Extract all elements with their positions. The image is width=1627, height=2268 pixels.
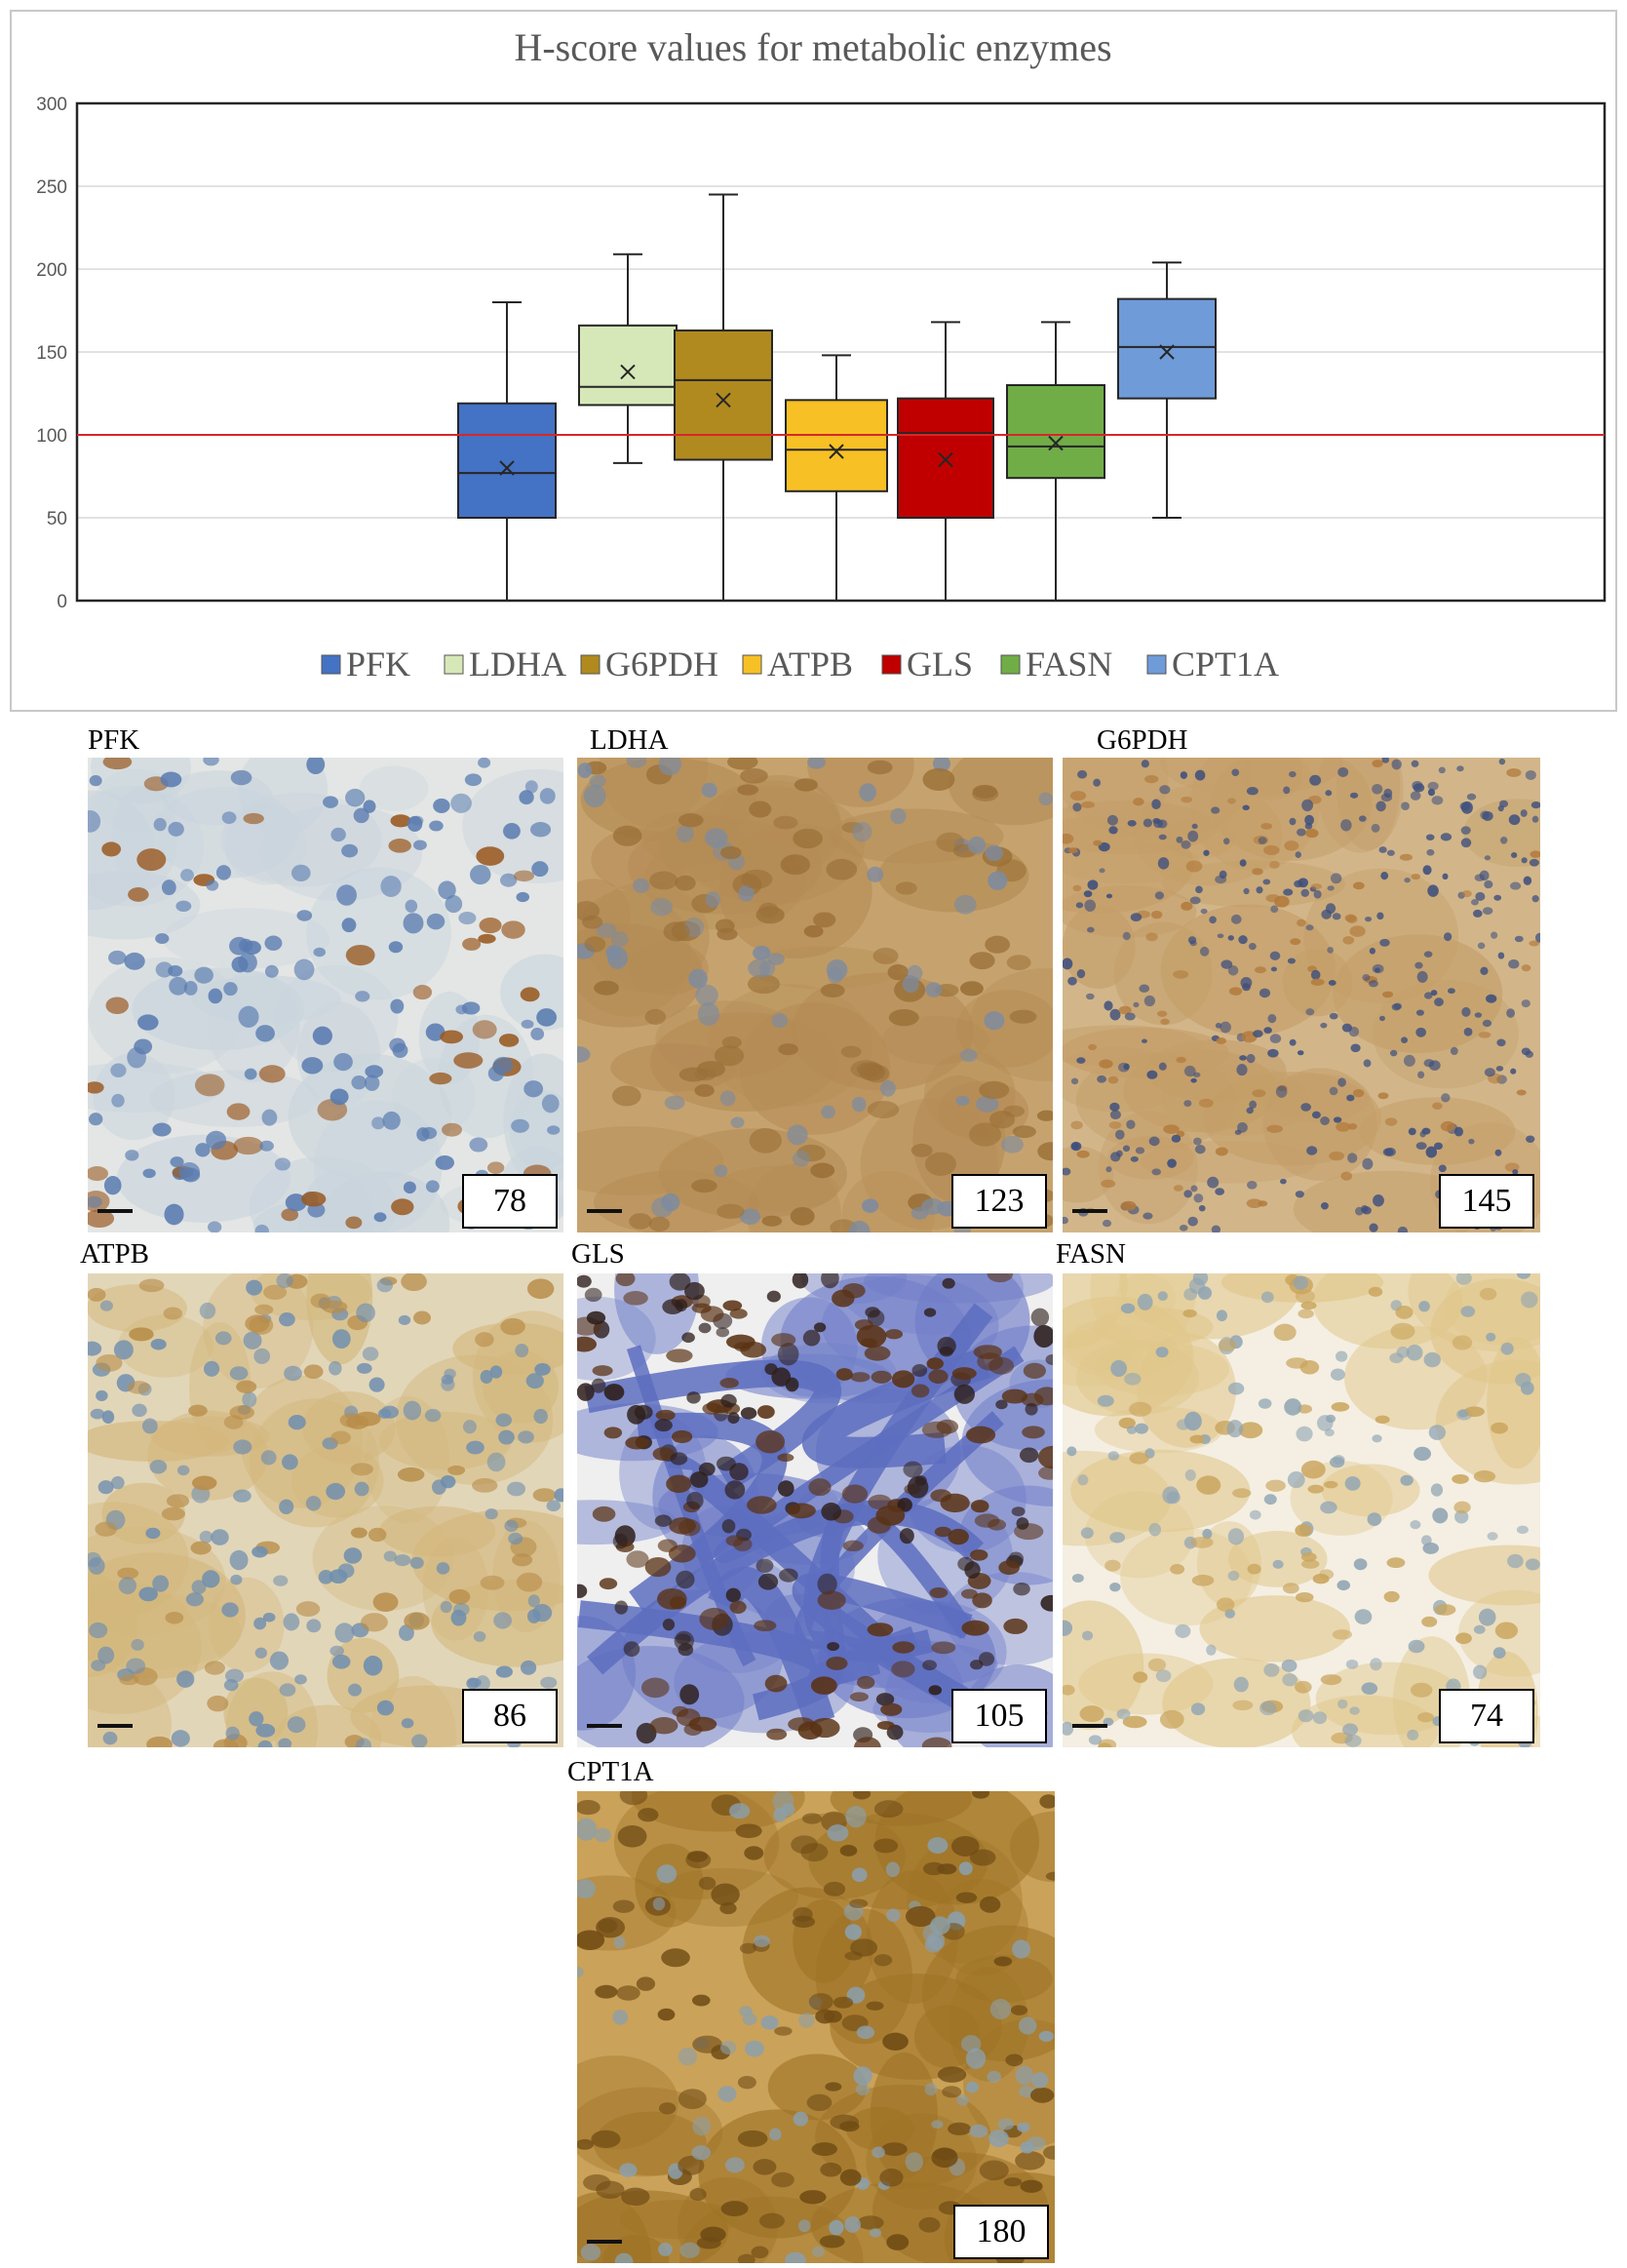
legend-item-g6pdh: G6PDH xyxy=(580,645,718,684)
legend-label: GLS xyxy=(907,645,973,684)
legend-item-ldha: LDHA xyxy=(444,645,566,684)
legend-swatch xyxy=(881,654,902,675)
micrograph-g6pdh: 145 xyxy=(1063,758,1540,1232)
box-cpt1a xyxy=(1117,261,1217,519)
legend-label: LDHA xyxy=(469,645,566,684)
box-body xyxy=(785,399,888,492)
legend-swatch xyxy=(742,654,762,675)
box-body xyxy=(578,324,678,407)
legend-label: CPT1A xyxy=(1172,645,1279,684)
y-tick-label: 50 xyxy=(47,509,67,529)
y-tick-label: 300 xyxy=(36,95,67,115)
scale-bar xyxy=(1072,1209,1107,1213)
legend-swatch xyxy=(1146,654,1167,675)
legend-item-cpt1a: CPT1A xyxy=(1146,645,1279,684)
panel-label-atpb: ATPB xyxy=(80,1238,149,1270)
mean-marker xyxy=(1159,344,1175,360)
h-score-box: 86 xyxy=(462,1689,558,1743)
legend-swatch xyxy=(444,654,464,675)
panel-label-gls: GLS xyxy=(571,1238,625,1270)
micrograph-texture xyxy=(88,758,563,1232)
mean-marker xyxy=(499,460,515,476)
micrograph-pfk: 78 xyxy=(88,758,563,1232)
mean-marker xyxy=(1048,435,1064,451)
y-tick-label: 250 xyxy=(36,177,67,198)
box-pfk xyxy=(457,301,557,602)
micrograph-texture xyxy=(577,1273,1053,1747)
y-tick-label: 0 xyxy=(57,592,67,612)
box-g6pdh xyxy=(674,193,773,602)
panel-label-fasn: FASN xyxy=(1056,1238,1126,1270)
micrograph-ldha: 123 xyxy=(577,758,1053,1232)
legend-item-gls: GLS xyxy=(881,645,973,684)
mean-marker xyxy=(716,392,731,409)
panel-label-pfk: PFK xyxy=(88,724,140,756)
h-score-box: 123 xyxy=(951,1174,1047,1229)
micrograph-gls: 105 xyxy=(577,1273,1053,1747)
box-ldha xyxy=(578,253,678,464)
box-body xyxy=(1006,384,1105,480)
box-body xyxy=(1117,297,1217,400)
scale-bar xyxy=(97,1209,133,1213)
micrograph-fasn: 74 xyxy=(1063,1273,1540,1747)
y-tick-label: 200 xyxy=(36,260,67,281)
box-body xyxy=(457,402,557,520)
legend-item-pfk: PFK xyxy=(321,645,410,684)
legend-swatch xyxy=(321,654,341,675)
legend-swatch xyxy=(580,654,600,675)
h-score-box: 78 xyxy=(462,1174,558,1229)
h-score-box: 105 xyxy=(951,1689,1047,1743)
micrograph-texture xyxy=(577,758,1053,1232)
h-score-box: 74 xyxy=(1439,1689,1534,1743)
panel-label-cpt1a: CPT1A xyxy=(567,1756,654,1787)
legend-item-fasn: FASN xyxy=(1000,645,1112,684)
scale-bar xyxy=(97,1724,133,1728)
mean-marker xyxy=(938,451,953,468)
box-atpb xyxy=(785,354,888,602)
box-body xyxy=(897,397,994,520)
legend-label: PFK xyxy=(346,645,410,684)
mean-marker xyxy=(620,364,636,380)
legend-label: ATPB xyxy=(767,645,853,684)
micrograph-texture xyxy=(1063,758,1540,1232)
micrograph-texture xyxy=(1063,1273,1540,1747)
micrograph-texture xyxy=(88,1273,563,1747)
y-tick-label: 150 xyxy=(36,343,67,364)
panel-label-ldha: LDHA xyxy=(590,724,669,756)
legend-swatch xyxy=(1000,654,1021,675)
scale-bar xyxy=(587,2240,622,2244)
scale-bar xyxy=(587,1209,622,1213)
box-fasn xyxy=(1006,321,1105,602)
box-body xyxy=(674,329,773,461)
chart-title: H-score values for metabolic enzymes xyxy=(514,25,1111,69)
micrograph-cpt1a: 180 xyxy=(577,1791,1055,2263)
mean-marker xyxy=(829,444,844,459)
scale-bar xyxy=(1072,1724,1107,1728)
legend-label: G6PDH xyxy=(605,645,718,684)
chart-panel: H-score values for metabolic enzymes 0 50… xyxy=(10,10,1617,712)
h-score-box: 180 xyxy=(953,2205,1049,2259)
boxplot-chart: H-score values for metabolic enzymes 0 50… xyxy=(36,25,1607,684)
micrograph-texture xyxy=(577,1791,1055,2263)
y-tick-label: 100 xyxy=(36,426,67,447)
h-score-box: 145 xyxy=(1439,1174,1534,1229)
micrograph-atpb: 86 xyxy=(88,1273,563,1747)
legend-label: FASN xyxy=(1026,645,1112,684)
legend-item-atpb: ATPB xyxy=(742,645,853,684)
scale-bar xyxy=(587,1724,622,1728)
box-gls xyxy=(897,321,994,602)
panel-label-g6pdh: G6PDH xyxy=(1097,724,1188,756)
